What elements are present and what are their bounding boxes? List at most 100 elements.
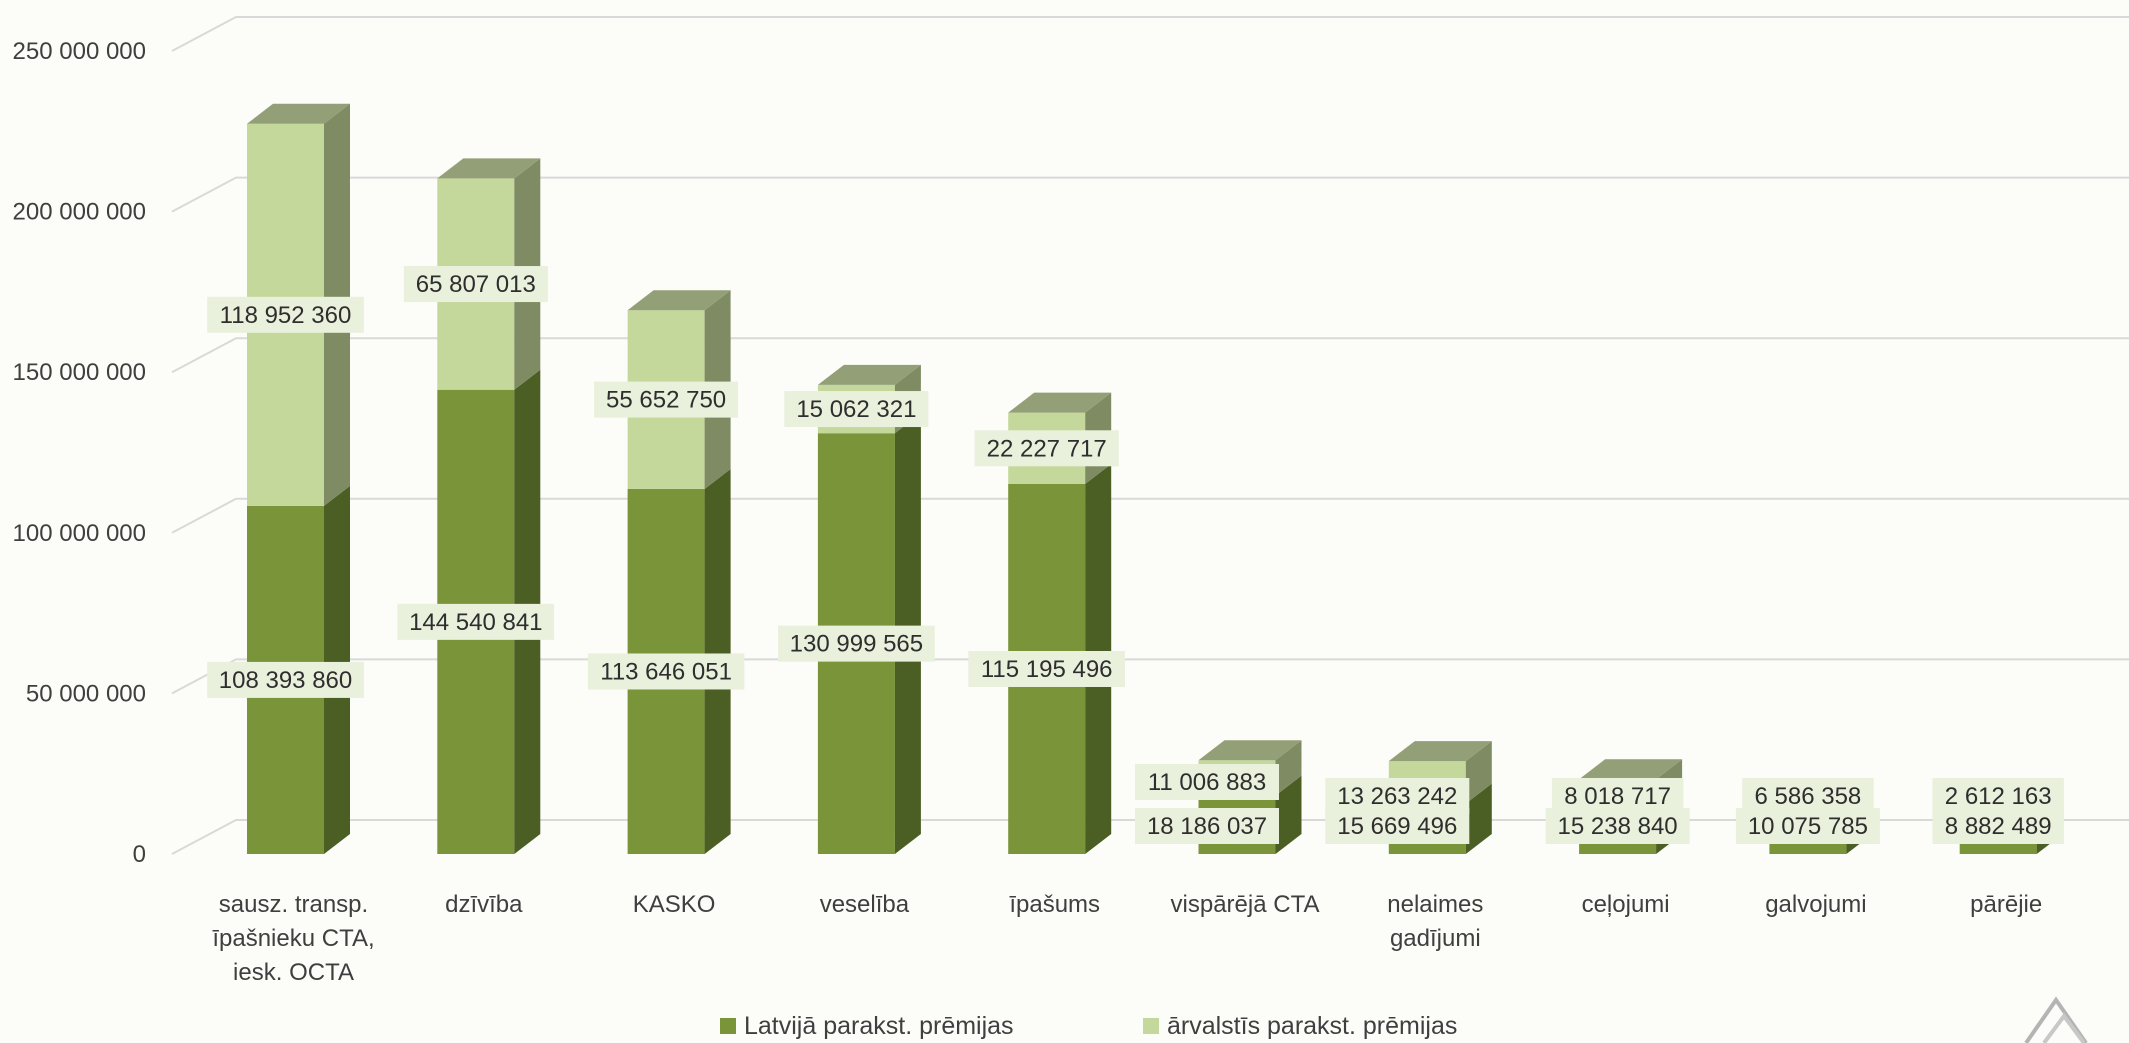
gridline xyxy=(171,176,2129,213)
bar-top-face xyxy=(437,158,541,179)
x-axis-category-labels: sausz. transp. īpašnieku CTA, iesk. OCTA dz… xyxy=(212,891,2042,986)
data-label: 65 807 013 xyxy=(403,266,548,303)
legend-label: Latvijā parakst. prēmijas xyxy=(744,1012,1014,1040)
bar-top-face xyxy=(247,103,350,124)
gridline xyxy=(171,819,2129,855)
data-label-text: 22 227 717 xyxy=(987,435,1107,462)
data-label-background xyxy=(207,661,364,698)
data-label-text: 113 646 051 xyxy=(600,658,732,685)
category-label: galvojumi xyxy=(1765,891,1866,918)
bar-stack xyxy=(247,103,350,854)
bar-top-face xyxy=(1388,741,1492,762)
gridline xyxy=(171,337,2129,374)
logo-mark-icon xyxy=(2024,996,2088,1043)
legend-label: ārvalstīs parakst. prēmijas xyxy=(1167,1012,1457,1040)
data-label-text: 18 186 037 xyxy=(1147,813,1267,840)
gridline xyxy=(171,16,2129,52)
data-label-background xyxy=(594,381,739,418)
y-tick-label: 100 000 000 xyxy=(13,520,146,547)
legend: Latvijā parakst. prēmijas ārvalstīs parak… xyxy=(720,1012,1457,1040)
data-label-background xyxy=(1742,778,1874,814)
bar-stack xyxy=(627,290,731,854)
category-label: īpašums xyxy=(1009,891,1100,918)
data-label-text: 2 612 163 xyxy=(1945,783,2052,810)
category-label: pārējie xyxy=(1970,891,2042,918)
data-label: 130 999 565 xyxy=(778,625,935,662)
category-label: ceļojumi xyxy=(1582,891,1670,918)
category-label: sausz. transp. xyxy=(219,891,368,918)
data-label-text: 55 652 750 xyxy=(606,387,726,414)
data-labels: 108 393 860 118 952 360 144 540 841 65 807 … xyxy=(207,266,2064,844)
data-label: 108 393 860 xyxy=(207,661,364,698)
bar-segment-side xyxy=(1275,740,1302,796)
bar-top-face xyxy=(1198,740,1302,761)
data-label: 8 018 717 xyxy=(1551,778,1684,814)
data-label-background xyxy=(1135,808,1279,844)
data-label-text: 13 263 242 xyxy=(1337,783,1457,810)
data-label-text: 15 669 496 xyxy=(1337,813,1457,840)
data-label-text: 11 006 883 xyxy=(1148,769,1266,796)
data-label: 13 263 242 xyxy=(1325,778,1470,814)
gridline xyxy=(171,497,2129,534)
data-label-text: 144 540 841 xyxy=(409,609,542,636)
data-label-background xyxy=(587,653,745,690)
y-tick-label: 250 000 000 xyxy=(13,38,146,65)
bar-top-face xyxy=(817,364,921,385)
data-label-text: 115 195 496 xyxy=(981,656,1113,683)
data-label: 118 952 360 xyxy=(207,296,364,333)
data-label-background xyxy=(968,650,1125,687)
data-label-background xyxy=(974,430,1119,467)
data-label: 18 186 037 xyxy=(1135,808,1279,844)
y-tick-label: 150 000 000 xyxy=(13,359,146,386)
bar-segment-side xyxy=(1275,775,1302,854)
bars xyxy=(247,103,2063,854)
data-label-text: 8 018 717 xyxy=(1564,783,1671,810)
data-label-background xyxy=(1325,778,1470,814)
data-label-text: 10 075 785 xyxy=(1748,813,1868,840)
data-label-text: 8 882 489 xyxy=(1945,813,2052,840)
data-label-background xyxy=(778,625,935,662)
data-label-text: 6 586 358 xyxy=(1755,783,1862,810)
bar-segment-side xyxy=(1465,741,1492,804)
category-label: vispārējā CTA xyxy=(1171,891,1320,918)
gridlines xyxy=(171,16,2129,855)
data-label: 15 062 321 xyxy=(784,391,929,428)
legend-swatch xyxy=(1143,1018,1159,1034)
legend-entry: Latvijā parakst. prēmijas xyxy=(720,1012,1014,1040)
y-tick-label: 0 xyxy=(133,841,146,868)
data-label-background xyxy=(1932,778,2064,814)
data-label-text: 15 062 321 xyxy=(796,396,916,423)
data-label-background xyxy=(397,603,555,640)
bar-top-face xyxy=(627,290,731,311)
data-label: 115 195 496 xyxy=(968,650,1125,687)
legend-entry: ārvalstīs parakst. prēmijas xyxy=(1143,1012,1457,1040)
bar-segment-side xyxy=(1465,783,1492,854)
y-tick-label: 200 000 000 xyxy=(13,199,146,226)
data-label-background xyxy=(1135,764,1279,800)
data-label-background xyxy=(784,391,929,428)
bar-top-face xyxy=(1579,759,1683,780)
data-label-background xyxy=(1551,778,1684,814)
data-label: 55 652 750 xyxy=(594,381,739,418)
category-label: KASKO xyxy=(633,891,716,918)
data-label-text: 65 807 013 xyxy=(416,271,536,298)
bar-stack xyxy=(817,364,921,854)
data-label-text: 118 952 360 xyxy=(220,302,352,329)
data-label-background xyxy=(207,296,364,333)
data-label-background xyxy=(403,266,548,303)
category-label: nelaimes xyxy=(1387,891,1483,918)
category-label: dzīvība xyxy=(445,891,523,918)
gridline xyxy=(171,658,2129,695)
data-label-text: 130 999 565 xyxy=(790,631,923,658)
data-label: 113 646 051 xyxy=(587,653,745,690)
bar-stack xyxy=(437,158,541,854)
data-label-text: 108 393 860 xyxy=(219,667,352,694)
category-label: veselība xyxy=(820,891,910,918)
category-label: gadījumi xyxy=(1390,925,1481,952)
data-label: 144 540 841 xyxy=(397,603,555,640)
data-label: 6 586 358 xyxy=(1742,778,1874,814)
category-label: īpašnieku CTA, xyxy=(212,925,374,952)
data-label: 22 227 717 xyxy=(974,430,1119,467)
data-label: 11 006 883 xyxy=(1135,764,1279,800)
